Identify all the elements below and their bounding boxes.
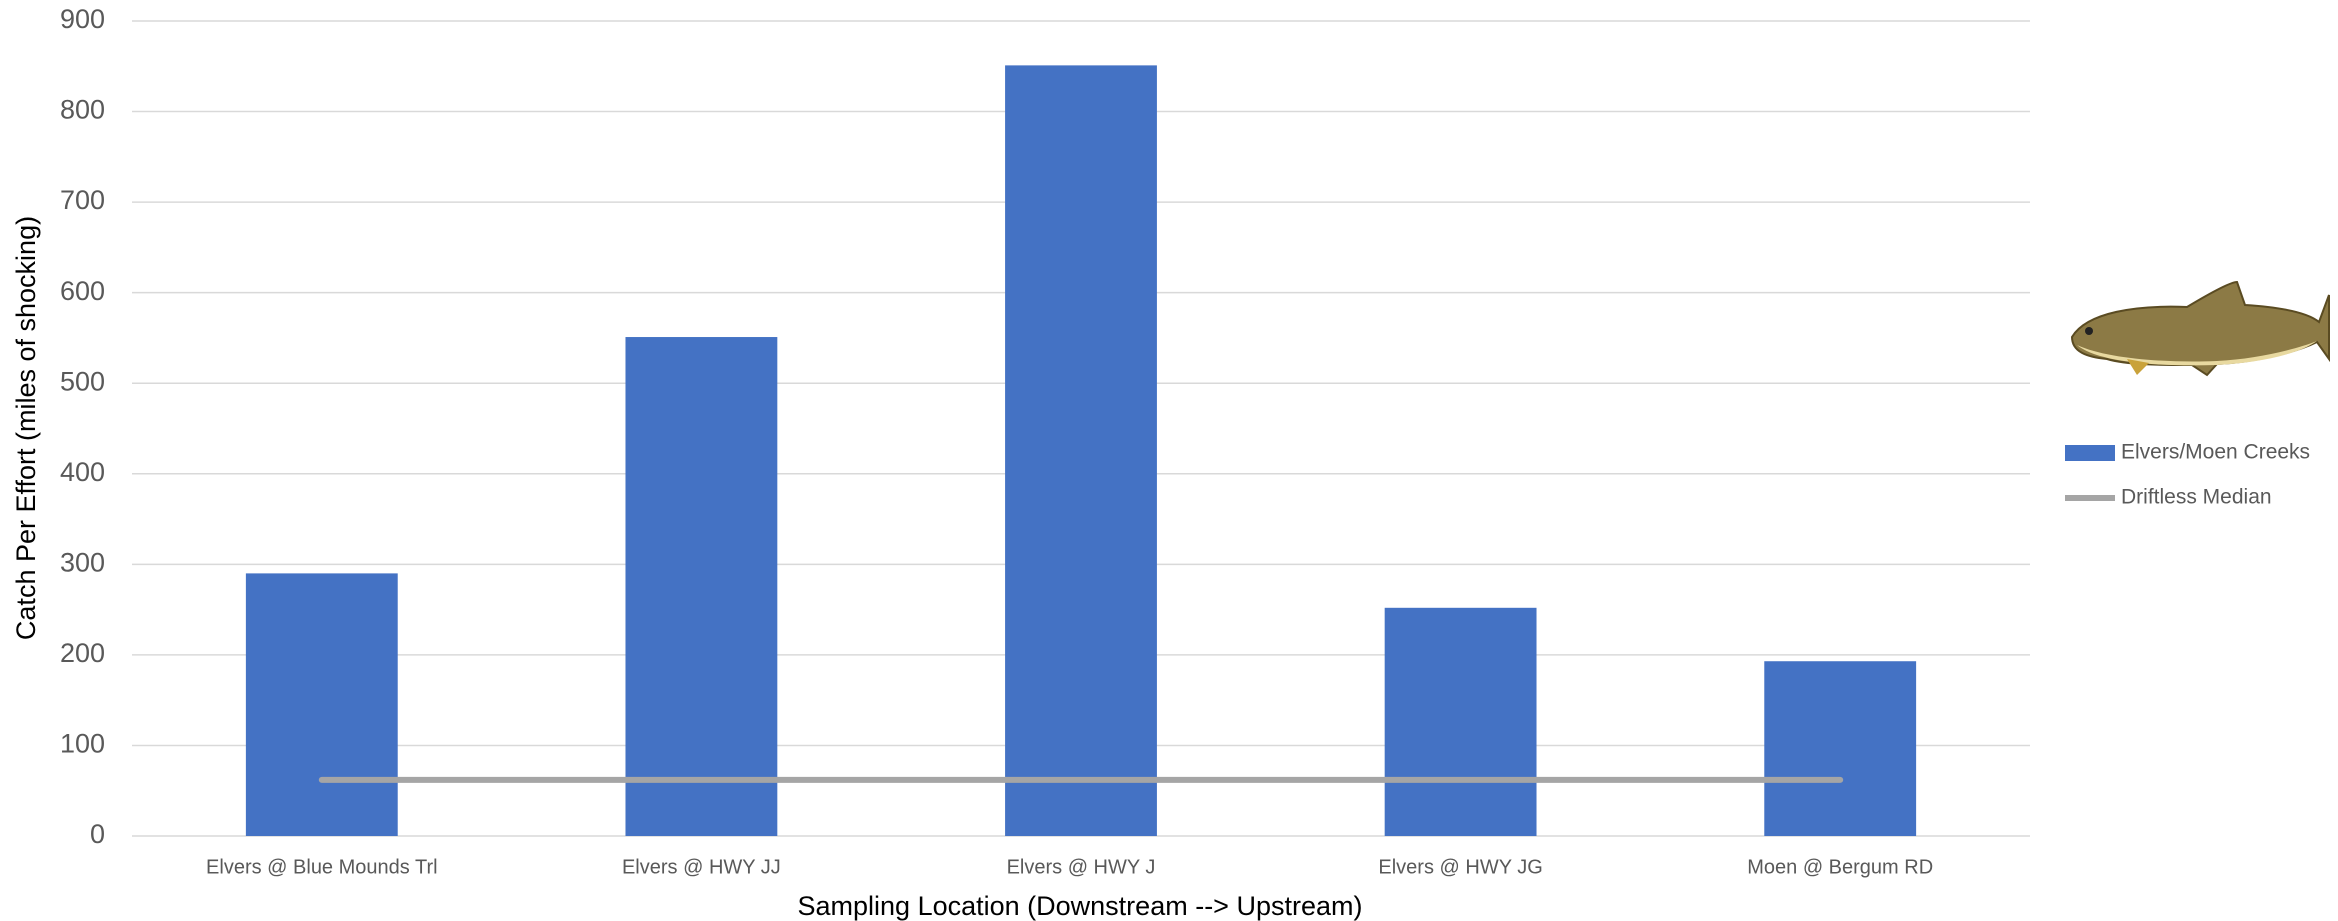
legend-swatch	[2065, 445, 2115, 461]
bar	[625, 337, 778, 836]
y-tick-label: 300	[60, 547, 105, 577]
bar	[1764, 661, 1917, 836]
bar	[245, 573, 398, 836]
fish-icon	[2070, 280, 2330, 377]
y-tick-label: 700	[60, 185, 105, 215]
x-tick-label: Elvers @ HWY J	[1007, 856, 1156, 878]
x-axis-title: Sampling Location (Downstream --> Upstre…	[798, 891, 1363, 921]
y-tick-label: 100	[60, 729, 105, 759]
y-tick-label: 900	[60, 4, 105, 34]
x-tick-label: Elvers @ Blue Mounds Trl	[206, 856, 438, 878]
y-tick-label: 0	[90, 819, 105, 849]
y-tick-label: 800	[60, 95, 105, 125]
bar	[1384, 607, 1537, 836]
y-axis-title: Catch Per Effort (miles of shocking)	[11, 216, 41, 640]
legend-label: Elvers/Moen Creeks	[2121, 441, 2310, 464]
legend-label: Driftless Median	[2121, 486, 2272, 509]
y-tick-label: 500	[60, 366, 105, 396]
y-tick-label: 200	[60, 638, 105, 668]
y-tick-label: 600	[60, 276, 105, 306]
x-tick-label: Elvers @ HWY JJ	[622, 856, 781, 878]
x-tick-label: Moen @ Bergum RD	[1747, 856, 1933, 878]
y-tick-label: 400	[60, 457, 105, 487]
x-tick-label: Elvers @ HWY JG	[1378, 856, 1542, 878]
bar	[1005, 65, 1157, 837]
